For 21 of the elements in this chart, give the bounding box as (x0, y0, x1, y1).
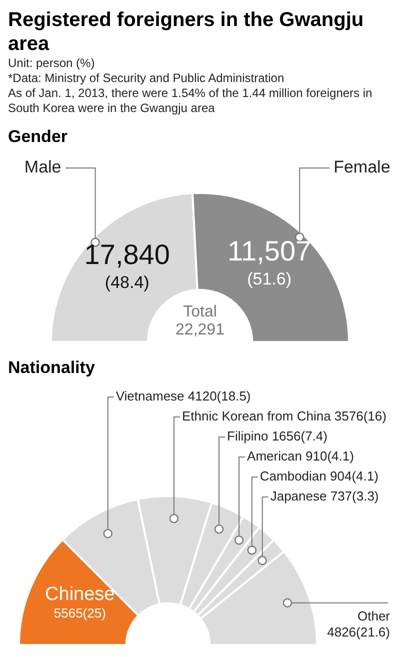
slice-label: Ethnic Korean from China 3576(16) (182, 408, 386, 424)
slice-label: Other (357, 608, 391, 624)
chart-title: Nationality (8, 357, 96, 379)
slice-label: Female (334, 158, 390, 177)
slice-label: Chinese (45, 584, 115, 605)
text: Total 22,291 (176, 303, 225, 338)
data-label: 11,507 (51.6) (228, 236, 312, 289)
data-label: 17,840 (48.4) (84, 239, 170, 292)
chart-title: Gender (8, 126, 69, 148)
slice-label: American 910(4.1) (247, 448, 354, 464)
slice-label: Filipino 1656(7.4) (227, 428, 328, 444)
text: Registered foreigners in the Gwangju area (8, 8, 365, 56)
text: As of Jan. 1, 2013, there were 1.54% of the 1.44 million foreigners in South Korea were in the Gwangju area (8, 86, 374, 116)
data-label: 4826(21.6) (327, 624, 390, 640)
slice-label: Japanese 737(3.3) (270, 488, 379, 504)
text: Unit: person (%) (8, 56, 96, 71)
data-label: 5565(25) (54, 605, 106, 620)
slice-label: Male (24, 158, 62, 177)
slice-label: Vietnamese 4120(18.5) (116, 388, 251, 404)
slice-label: Cambodian 904(4.1) (260, 468, 378, 484)
text: *Data: Ministry of Security and Public Administration (8, 71, 286, 86)
